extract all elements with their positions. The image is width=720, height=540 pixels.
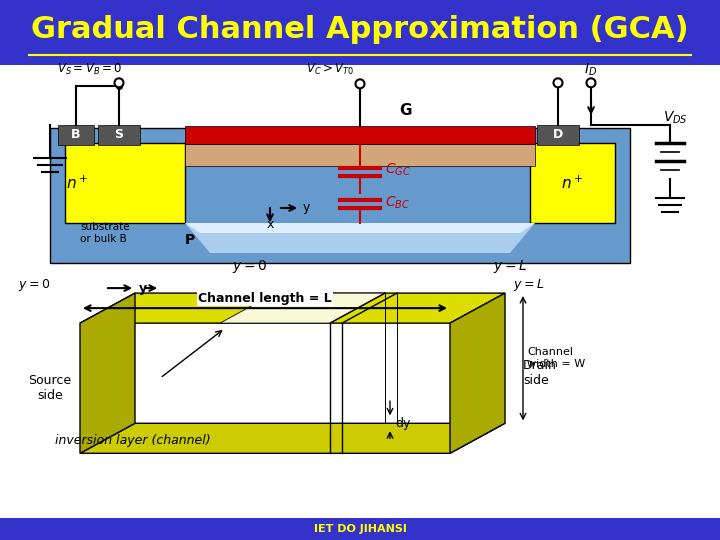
Text: $n^+$: $n^+$ <box>561 174 583 192</box>
FancyBboxPatch shape <box>185 126 535 144</box>
Text: Gradual Channel Approximation (GCA): Gradual Channel Approximation (GCA) <box>31 15 689 44</box>
Text: $I_D$: $I_D$ <box>585 62 598 78</box>
Polygon shape <box>450 293 505 453</box>
FancyBboxPatch shape <box>98 125 140 145</box>
Text: $y = L$: $y = L$ <box>492 258 527 274</box>
Text: $V_S = V_B = 0$: $V_S = V_B = 0$ <box>58 62 122 77</box>
Text: $y = 0$: $y = 0$ <box>18 277 50 293</box>
Circle shape <box>554 78 562 87</box>
Polygon shape <box>80 423 505 453</box>
FancyBboxPatch shape <box>185 144 535 166</box>
Circle shape <box>114 78 124 87</box>
Text: Drain
side: Drain side <box>523 359 557 387</box>
Text: Channel length = L: Channel length = L <box>198 292 332 305</box>
Text: D: D <box>553 129 563 141</box>
Polygon shape <box>185 223 535 233</box>
Text: $C_{BC}$: $C_{BC}$ <box>385 195 410 211</box>
Polygon shape <box>80 293 135 453</box>
Text: substrate
or bulk B: substrate or bulk B <box>80 222 130 244</box>
Polygon shape <box>80 293 505 323</box>
Polygon shape <box>185 223 535 253</box>
Text: Source
side: Source side <box>28 374 71 402</box>
Text: x: x <box>266 218 274 231</box>
Circle shape <box>587 78 595 87</box>
Text: IET DO JIHANSI: IET DO JIHANSI <box>314 524 406 534</box>
FancyBboxPatch shape <box>58 125 94 145</box>
Text: inversion layer (channel): inversion layer (channel) <box>55 434 211 447</box>
Text: y: y <box>139 281 147 295</box>
Text: $y = 0$: $y = 0$ <box>233 258 268 274</box>
Polygon shape <box>220 293 385 323</box>
Text: $V_{DS}$: $V_{DS}$ <box>662 110 688 126</box>
Text: dy: dy <box>395 417 410 430</box>
Text: $C_{GC}$: $C_{GC}$ <box>385 162 411 178</box>
FancyBboxPatch shape <box>50 128 630 263</box>
Text: S: S <box>114 129 124 141</box>
Text: $n^+$: $n^+$ <box>66 174 88 192</box>
Text: G: G <box>399 103 411 118</box>
Text: B: B <box>71 129 81 141</box>
Text: $V_C > V_{T0}$: $V_C > V_{T0}$ <box>306 62 354 77</box>
Text: y: y <box>303 201 310 214</box>
Text: P: P <box>185 233 195 247</box>
Text: $y = L$: $y = L$ <box>513 277 544 293</box>
FancyBboxPatch shape <box>65 143 185 223</box>
Circle shape <box>356 79 364 89</box>
FancyBboxPatch shape <box>530 143 615 223</box>
FancyBboxPatch shape <box>537 125 579 145</box>
Text: Channel
width = W: Channel width = W <box>527 347 585 369</box>
